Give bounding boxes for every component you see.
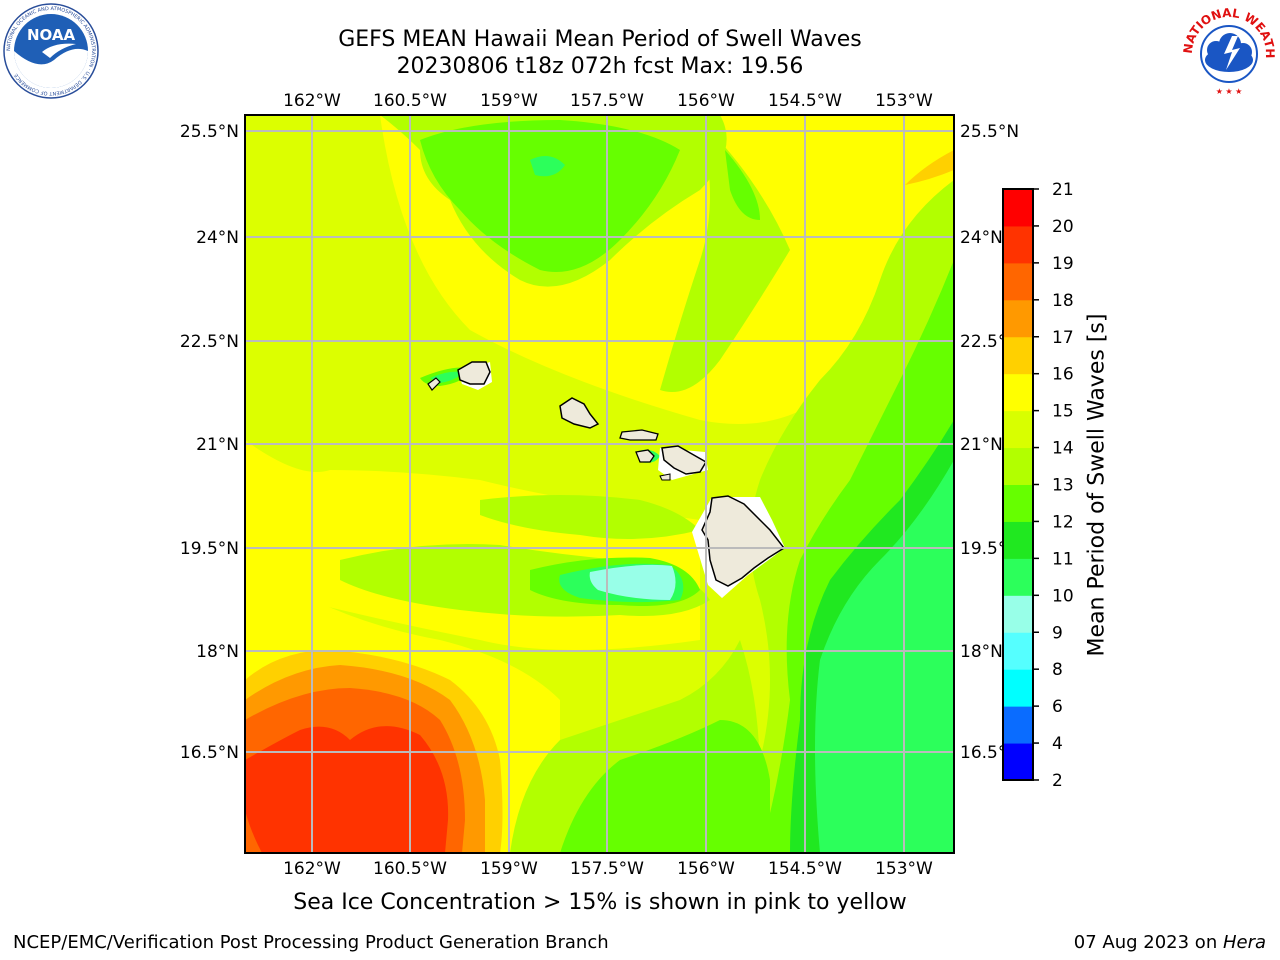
colorbar-tick-label: 20 xyxy=(1052,217,1074,237)
colorbar-tick-label: 14 xyxy=(1052,439,1074,459)
colorbar-segment xyxy=(1003,336,1033,375)
colorbar: 2 4 6 8 9 10 11 12 13 14 15 16 17 18 19 20 21 xyxy=(1002,180,1074,791)
colorbar-tick-label: 19 xyxy=(1052,254,1074,274)
x-tick-label: 156°W xyxy=(677,859,735,879)
y-tick-label: 25.5°N xyxy=(180,122,239,142)
colorbar-tick-label: 21 xyxy=(1052,180,1074,200)
colorbar-segment xyxy=(1003,373,1033,412)
x-tick-label: 156°W xyxy=(677,91,735,111)
colorbar-tick-label: 18 xyxy=(1052,291,1074,311)
colorbar-segment xyxy=(1003,632,1033,670)
colorbar-title: Mean Period of Swell Waves [s] xyxy=(1084,313,1110,657)
x-tick-labels-top: 162°W 160.5°W 159°W 157.5°W 156°W 154.5°W 153°… xyxy=(283,91,933,111)
x-tick-labels-bottom: 162°W 160.5°W 159°W 157.5°W 156°W 154.5°W 153°… xyxy=(283,859,933,879)
colorbar-tick-label: 17 xyxy=(1052,328,1074,348)
y-tick-label: 21°N xyxy=(196,435,239,455)
y-tick-label: 18°N xyxy=(196,642,239,662)
x-tick-label: 162°W xyxy=(283,859,341,879)
colorbar-segment xyxy=(1003,521,1033,559)
map-frame xyxy=(244,114,955,854)
colorbar-tick-label: 11 xyxy=(1052,549,1074,569)
footer-credit: NCEP/EMC/Verification Post Processing Pr… xyxy=(13,932,609,953)
map-title: GEFS MEAN Hawaii Mean Period of Swell Wa… xyxy=(338,27,862,52)
colorbar-tick-label: 9 xyxy=(1052,623,1063,643)
x-tick-label: 160.5°W xyxy=(373,859,447,879)
x-tick-label: 154.5°W xyxy=(768,859,842,879)
colorbar-segment xyxy=(1003,189,1033,227)
colorbar-tick-label: 8 xyxy=(1052,660,1063,680)
y-tick-label: 22.5°N xyxy=(180,332,239,352)
svg-text:★ ★ ★: ★ ★ ★ xyxy=(1216,87,1243,96)
y-tick-label: 19.5°N xyxy=(180,539,239,559)
map-subtitle-run: 20230806 t18z 072h fcst Max: 19.56 xyxy=(396,54,804,79)
colorbar-segment xyxy=(1003,447,1033,485)
colorbar-segment xyxy=(1003,743,1033,781)
x-tick-label: 153°W xyxy=(875,91,933,111)
colorbar-tick-label: 13 xyxy=(1052,476,1074,496)
noaa-logo: NOAA NATIONAL OCEANIC AND ATMOSPHERIC AD… xyxy=(3,3,99,99)
colorbar-segment xyxy=(1003,484,1033,522)
graticule xyxy=(245,115,954,853)
x-tick-label: 157.5°W xyxy=(570,91,644,111)
nws-logo: NATIONAL WEATHER SERVICE ★ ★ ★ xyxy=(1180,2,1277,98)
colorbar-tick-label: 12 xyxy=(1052,512,1074,532)
y-tick-labels-left: 25.5°N 24°N 22.5°N 21°N 19.5°N 18°N 16.5°N xyxy=(180,122,239,763)
x-tick-label: 162°W xyxy=(283,91,341,111)
colorbar-segment xyxy=(1003,706,1033,744)
sea-ice-note: Sea Ice Concentration > 15% is shown in … xyxy=(293,890,907,915)
y-tick-label: 25.5°N xyxy=(960,122,1019,142)
colorbar-tick-label: 2 xyxy=(1052,771,1063,791)
colorbar-segment xyxy=(1003,558,1033,596)
x-tick-label: 159°W xyxy=(480,859,538,879)
colorbar-segment xyxy=(1003,225,1033,264)
footer-date-text: 07 Aug 2023 on xyxy=(1073,932,1223,953)
noaa-logo-text: NOAA xyxy=(27,26,76,44)
y-tick-label: 16.5°N xyxy=(180,743,239,763)
colorbar-segment xyxy=(1003,299,1033,338)
y-tick-label: 24°N xyxy=(960,228,1003,248)
colorbar-tick-label: 15 xyxy=(1052,402,1074,422)
colorbar-segment xyxy=(1003,669,1033,707)
y-tick-label: 24°N xyxy=(196,228,239,248)
x-tick-label: 154.5°W xyxy=(768,91,842,111)
colorbar-tick-label: 10 xyxy=(1052,586,1074,606)
contour-field xyxy=(245,115,954,853)
colorbar-tick-label: 6 xyxy=(1052,697,1063,717)
x-tick-label: 159°W xyxy=(480,91,538,111)
x-tick-label: 160.5°W xyxy=(373,91,447,111)
colorbar-segment xyxy=(1003,410,1033,449)
colorbar-segment xyxy=(1003,595,1033,633)
y-tick-label: 18°N xyxy=(960,642,1003,662)
y-tick-label: 21°N xyxy=(960,435,1003,455)
footer-host: Hera xyxy=(1222,932,1266,953)
x-tick-label: 153°W xyxy=(875,859,933,879)
footer-date: 07 Aug 2023 on Hera xyxy=(1074,932,1266,953)
colorbar-tick-label: 4 xyxy=(1052,734,1063,754)
colorbar-tick-label: 16 xyxy=(1052,365,1074,385)
colorbar-segment xyxy=(1003,262,1033,301)
x-tick-label: 157.5°W xyxy=(570,859,644,879)
